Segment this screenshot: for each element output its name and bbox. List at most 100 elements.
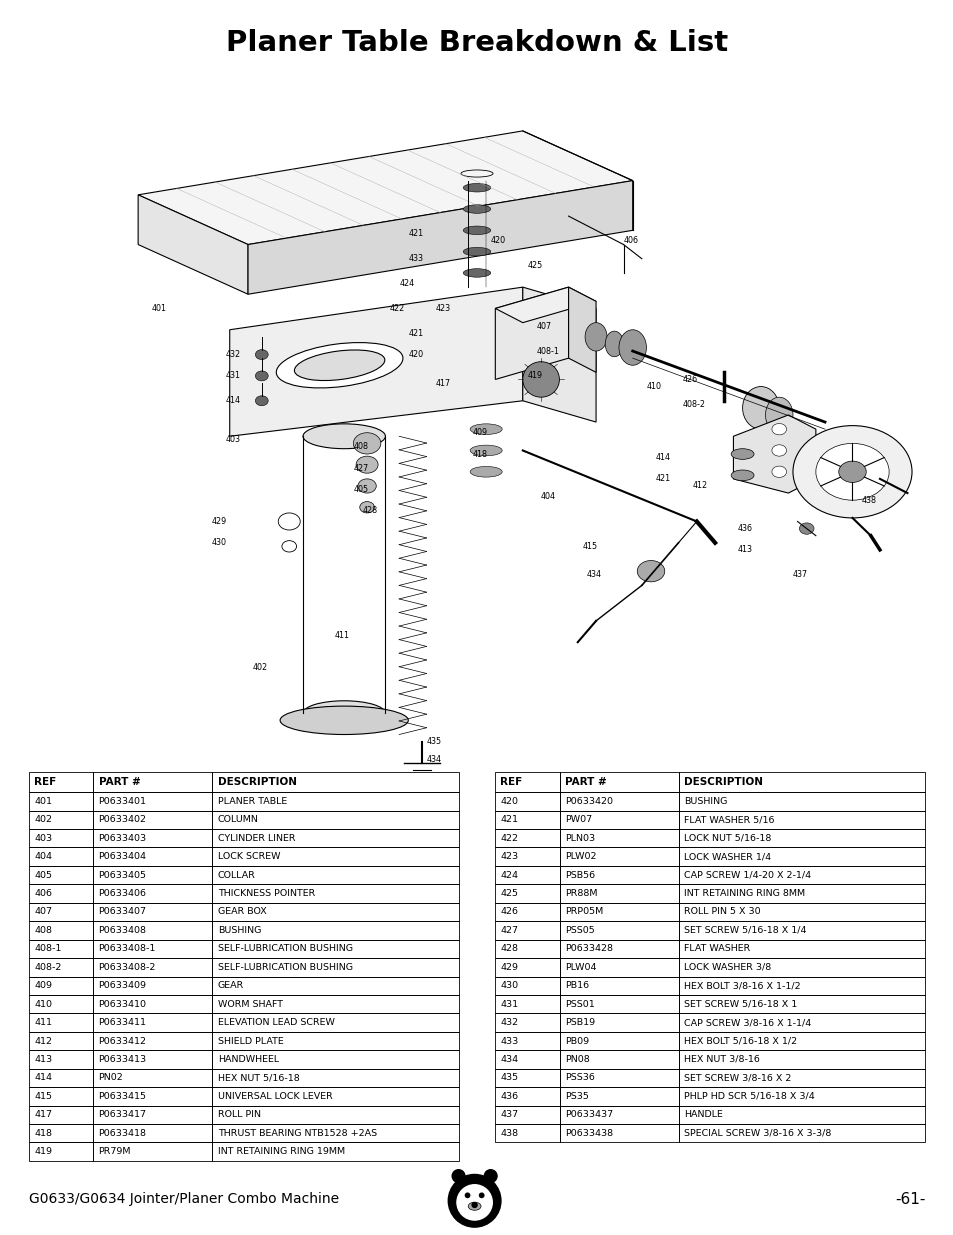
Text: 411: 411 <box>335 631 350 640</box>
Bar <box>213 1014 458 1031</box>
Text: 435: 435 <box>499 1073 517 1082</box>
Text: 408: 408 <box>34 926 52 935</box>
Text: 426: 426 <box>499 908 517 916</box>
Text: 437: 437 <box>499 1110 517 1119</box>
Bar <box>495 921 558 940</box>
Ellipse shape <box>618 330 646 366</box>
Text: 409: 409 <box>34 982 52 990</box>
Bar <box>213 903 458 921</box>
Bar <box>213 1105 458 1124</box>
Bar <box>678 1087 924 1105</box>
Text: HANDWHEEL: HANDWHEEL <box>217 1055 278 1065</box>
Bar <box>213 1068 458 1087</box>
Bar <box>558 1031 679 1050</box>
Bar <box>213 847 458 866</box>
Polygon shape <box>522 288 596 422</box>
Bar <box>678 940 924 958</box>
Text: P0633420: P0633420 <box>564 797 612 805</box>
Text: FLAT WASHER 5/16: FLAT WASHER 5/16 <box>683 815 774 824</box>
Bar <box>678 1124 924 1142</box>
Circle shape <box>771 424 785 435</box>
Circle shape <box>355 456 377 473</box>
Text: PSS05: PSS05 <box>564 926 594 935</box>
Bar <box>558 1105 679 1124</box>
Bar <box>213 940 458 958</box>
Text: 402: 402 <box>34 815 52 824</box>
Bar <box>558 792 679 810</box>
Text: THICKNESS POINTER: THICKNESS POINTER <box>217 889 314 898</box>
Text: 429: 429 <box>499 963 517 972</box>
Bar <box>495 884 558 903</box>
Text: PW07: PW07 <box>564 815 592 824</box>
Text: P0633408: P0633408 <box>98 926 147 935</box>
Text: 404: 404 <box>34 852 52 861</box>
Text: 425: 425 <box>499 889 517 898</box>
Bar <box>213 884 458 903</box>
Ellipse shape <box>280 706 408 735</box>
Circle shape <box>456 1184 492 1220</box>
Text: G0633/G0634 Jointer/Planer Combo Machine: G0633/G0634 Jointer/Planer Combo Machine <box>29 1192 338 1207</box>
Circle shape <box>792 426 911 517</box>
Text: 438: 438 <box>861 495 876 505</box>
Ellipse shape <box>303 424 385 448</box>
Bar <box>558 921 679 940</box>
Bar <box>93 1124 213 1142</box>
Bar <box>678 995 924 1014</box>
Circle shape <box>255 370 268 380</box>
Text: 419: 419 <box>527 372 542 380</box>
Text: 420: 420 <box>499 797 517 805</box>
Bar <box>495 1050 558 1068</box>
Bar <box>93 958 213 977</box>
Text: 402: 402 <box>253 662 268 672</box>
Text: CAP SCREW 1/4-20 X 2-1/4: CAP SCREW 1/4-20 X 2-1/4 <box>683 871 810 879</box>
Ellipse shape <box>522 362 558 398</box>
Text: PSB56: PSB56 <box>564 871 595 879</box>
Ellipse shape <box>470 467 501 477</box>
Text: Planer Table Breakdown & List: Planer Table Breakdown & List <box>226 30 727 57</box>
Text: 429: 429 <box>212 517 227 526</box>
Bar <box>558 866 679 884</box>
Bar <box>93 847 213 866</box>
Bar <box>29 772 93 792</box>
Text: HANDLE: HANDLE <box>683 1110 722 1119</box>
Text: PSS36: PSS36 <box>564 1073 594 1082</box>
Bar <box>558 847 679 866</box>
Bar <box>29 884 93 903</box>
Bar <box>678 958 924 977</box>
Bar <box>213 958 458 977</box>
Bar <box>29 921 93 940</box>
Text: 406: 406 <box>34 889 52 898</box>
Text: CYLINDER LINER: CYLINDER LINER <box>217 834 295 842</box>
Bar <box>495 1105 558 1124</box>
Text: 423: 423 <box>436 304 451 312</box>
Bar <box>495 958 558 977</box>
Ellipse shape <box>294 350 384 380</box>
Bar <box>29 1050 93 1068</box>
Text: WORM SHAFT: WORM SHAFT <box>217 999 282 1009</box>
Text: 421: 421 <box>655 474 670 483</box>
Bar <box>558 1014 679 1031</box>
Bar <box>213 810 458 829</box>
Text: PLW04: PLW04 <box>564 963 596 972</box>
Bar <box>213 829 458 847</box>
Text: 419: 419 <box>34 1147 52 1156</box>
Text: PN02: PN02 <box>98 1073 123 1082</box>
Bar <box>213 1050 458 1068</box>
Text: P0633438: P0633438 <box>564 1129 613 1137</box>
Bar <box>678 792 924 810</box>
Bar <box>495 829 558 847</box>
Bar <box>29 1142 93 1161</box>
Ellipse shape <box>470 424 501 435</box>
Text: GEAR BOX: GEAR BOX <box>217 908 266 916</box>
Text: P0633408-1: P0633408-1 <box>98 945 155 953</box>
Text: 432: 432 <box>499 1018 517 1028</box>
Text: PN08: PN08 <box>564 1055 589 1065</box>
Bar <box>495 977 558 995</box>
Bar <box>213 977 458 995</box>
Bar <box>29 1105 93 1124</box>
Text: 408-1: 408-1 <box>536 347 558 356</box>
Bar <box>29 1068 93 1087</box>
Bar <box>495 1014 558 1031</box>
Text: ROLL PIN: ROLL PIN <box>217 1110 260 1119</box>
Bar <box>678 1014 924 1031</box>
